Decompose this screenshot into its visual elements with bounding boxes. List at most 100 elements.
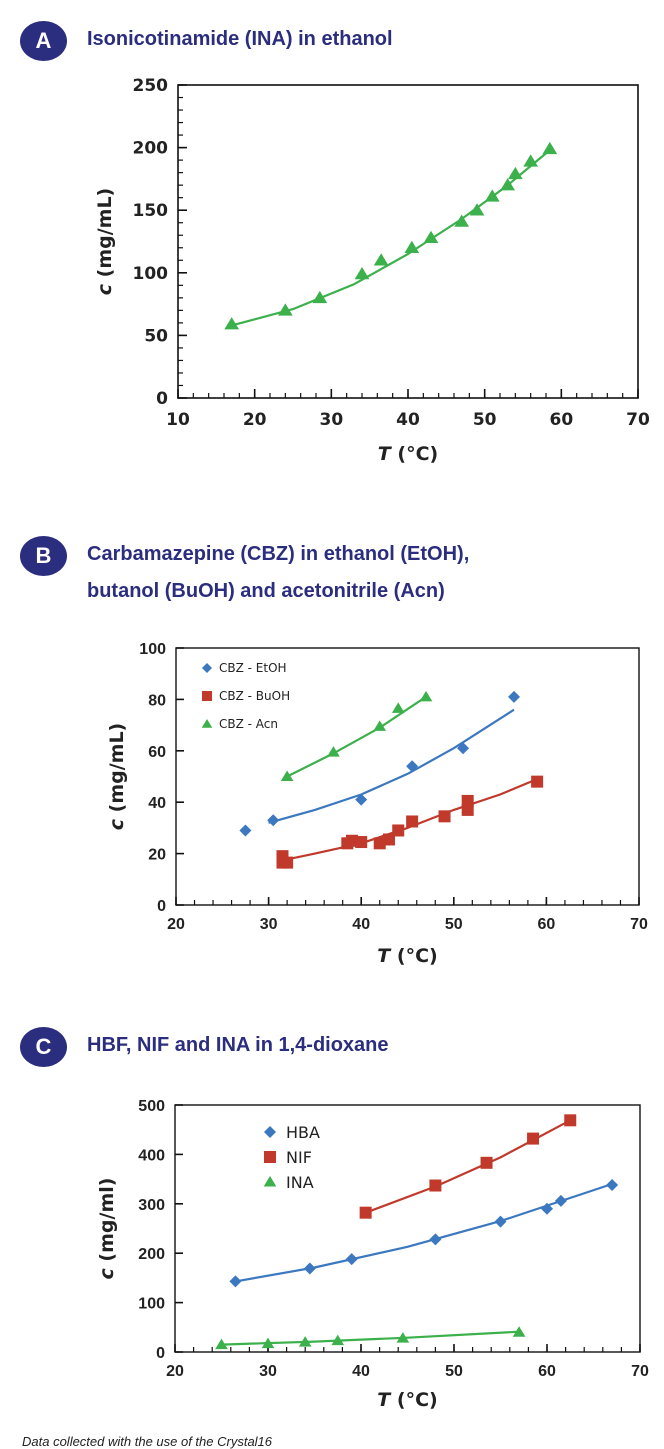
chart-b-y-axis-label: c (mg/mL) bbox=[106, 723, 128, 831]
chart-b-series-cbz-etoh-point bbox=[355, 793, 368, 806]
chart-c-series-nif-point bbox=[429, 1179, 442, 1192]
chart-b-y-tick-label: 60 bbox=[148, 744, 166, 761]
chart-c-x-axis-label: T (°C) bbox=[377, 1389, 437, 1411]
chart-b-series-cbz-acn-point bbox=[280, 770, 294, 781]
chart-b-legend-cbz-acn-marker bbox=[201, 719, 213, 728]
chart-a-y-axis-label: c (mg/mL) bbox=[94, 188, 116, 296]
chart-b-series-cbz-acn-fit-line bbox=[286, 695, 427, 778]
chart-c-x-tick-label: 50 bbox=[445, 1363, 463, 1380]
chart-c-y-tick-label: 100 bbox=[138, 1296, 165, 1313]
chart-c-x-tick-label: 20 bbox=[166, 1363, 184, 1380]
chart-b-legend-cbz-acn-label: CBZ - Acn bbox=[219, 717, 278, 731]
chart-a-series-ina-point bbox=[277, 303, 293, 316]
chart-c-series-ina-point bbox=[261, 1337, 275, 1349]
chart-a-x-tick-label: 30 bbox=[319, 410, 343, 430]
footnote: Data collected with the use of the Cryst… bbox=[22, 1434, 273, 1449]
panel-c-header: C HBF, NIF and INA in 1,4-dioxane bbox=[20, 1027, 389, 1067]
chart-b-series-cbz-etoh-point bbox=[239, 824, 252, 837]
chart-c-series-hba-point bbox=[554, 1194, 567, 1207]
chart-c-series-hba-point bbox=[303, 1262, 316, 1275]
panel-b-title: Carbamazepine (CBZ) in ethanol (EtOH), b… bbox=[87, 536, 469, 610]
chart-c-series-ina-point bbox=[396, 1332, 410, 1343]
chart-a-series-ina-point bbox=[523, 154, 539, 167]
chart-c-series-ina-point bbox=[215, 1338, 228, 1350]
chart-b-series-cbz-acn-point bbox=[373, 720, 387, 731]
chart-c-x-tick-label: 60 bbox=[538, 1363, 556, 1380]
chart-a-series-ina-point bbox=[454, 214, 470, 227]
chart-c-y-tick-label: 200 bbox=[138, 1246, 165, 1263]
chart-c-legend-nif-label: NIF bbox=[286, 1148, 312, 1167]
chart-c-y-tick-label: 400 bbox=[138, 1147, 165, 1164]
chart-b-x-tick-label: 20 bbox=[167, 916, 185, 933]
chart-b-x-tick-label: 60 bbox=[538, 916, 556, 933]
chart-c-y-tick-label: 500 bbox=[138, 1098, 165, 1115]
chart-c-series-ina-point bbox=[298, 1336, 312, 1347]
chart-b-series-cbz-acn-point bbox=[327, 746, 340, 757]
chart-c-series-nif-fit-line bbox=[365, 1119, 571, 1214]
chart-b-series-cbz-buoh-point bbox=[392, 824, 405, 837]
chart-a-series-ina-point bbox=[507, 166, 523, 180]
chart-a-series-ina-point bbox=[312, 290, 328, 304]
chart-b-series-cbz-etoh-point bbox=[267, 814, 280, 827]
chart-c-series-ina-point bbox=[331, 1334, 345, 1346]
chart-c-series-nif-point bbox=[359, 1206, 372, 1219]
chart-b-y-tick-label: 100 bbox=[139, 641, 166, 658]
chart-b-series-cbz-etoh-point bbox=[406, 760, 419, 773]
chart-a-x-tick-label: 10 bbox=[166, 410, 190, 430]
panel-b-title-line-2: butanol (BuOH) and acetonitrile (Acn) bbox=[87, 580, 445, 602]
chart-b-plot-frame bbox=[175, 647, 640, 906]
chart-b-legend-cbz-etoh-marker bbox=[202, 663, 212, 673]
chart-b-x-axis-label: T (°C) bbox=[377, 945, 437, 967]
chart-a-y-tick-label: 50 bbox=[144, 326, 168, 346]
chart-a-series-ina-point bbox=[469, 203, 485, 216]
chart-c-legend-nif-marker bbox=[264, 1151, 276, 1163]
chart-b-series-cbz-etoh-point bbox=[507, 690, 520, 703]
chart-a-series-ina-point bbox=[542, 141, 558, 155]
chart-b-legend-cbz-buoh-label: CBZ - BuOH bbox=[219, 689, 290, 703]
chart-b-series-cbz-acn-point bbox=[419, 690, 433, 702]
chart-b-series-cbz-buoh-point bbox=[531, 775, 544, 788]
chart-b-series-cbz-buoh-fit-line bbox=[277, 778, 538, 863]
panel-b-badge: B bbox=[20, 536, 67, 576]
chart-c-series-nif-point bbox=[527, 1132, 540, 1145]
chart-c-x-tick-label: 70 bbox=[631, 1363, 649, 1380]
chart-b-x-tick-label: 40 bbox=[352, 916, 370, 933]
chart-a-y-tick-label: 150 bbox=[133, 201, 169, 221]
chart-c-series-hba-point bbox=[429, 1233, 442, 1246]
chart-b-series-cbz-etoh-fit-line bbox=[268, 708, 515, 824]
chart-c-series-hba-point bbox=[345, 1253, 358, 1266]
chart-c-series-nif-point bbox=[480, 1156, 493, 1169]
panel-a-badge: A bbox=[20, 21, 67, 61]
panel-b-title-line-1: Carbamazepine (CBZ) in ethanol (EtOH), bbox=[87, 543, 470, 565]
chart-b-y-tick-label: 80 bbox=[148, 692, 166, 709]
chart-b-y-tick-label: 40 bbox=[148, 795, 166, 812]
chart-c-plot-frame bbox=[174, 1104, 641, 1353]
chart-a-x-tick-label: 40 bbox=[396, 410, 420, 430]
chart-c-series-hba-point bbox=[541, 1202, 553, 1215]
chart-c-x-tick-label: 30 bbox=[259, 1363, 277, 1380]
chart-c-legend-hba-marker bbox=[264, 1126, 276, 1138]
chart-c-legend-ina-marker bbox=[263, 1176, 277, 1187]
chart-a-x-axis-label: T (°C) bbox=[378, 443, 438, 465]
chart-a-y-tick-label: 100 bbox=[133, 264, 169, 284]
chart-a-series-ina-point bbox=[500, 178, 516, 191]
chart-c-series-hba-fit-line bbox=[235, 1182, 613, 1283]
chart-b-legend-cbz-etoh-label: CBZ - EtOH bbox=[219, 661, 287, 675]
chart-b-x-tick-label: 50 bbox=[445, 916, 463, 933]
chart-a-series-ina-point bbox=[354, 267, 370, 280]
chart-a-series-ina-point bbox=[404, 240, 420, 254]
chart-c-legend-hba-label: HBA bbox=[286, 1123, 320, 1142]
chart-b-series-cbz-buoh-point bbox=[281, 856, 294, 869]
chart-c-series-hba-point bbox=[229, 1275, 242, 1288]
chart-a-plot-frame bbox=[177, 84, 639, 399]
chart-a-y-tick-label: 250 bbox=[133, 76, 169, 96]
chart-c-series-hba-point bbox=[606, 1179, 619, 1192]
panel-c-title: HBF, NIF and INA in 1,4-dioxane bbox=[87, 1027, 389, 1064]
chart-b-series-cbz-buoh-point bbox=[406, 815, 419, 828]
chart-a-series-ina-fit-line bbox=[231, 149, 551, 327]
chart-c-series-nif-point bbox=[564, 1114, 577, 1127]
chart-a-series-ina-point bbox=[373, 253, 389, 266]
chart-b-y-tick-label: 0 bbox=[157, 898, 166, 915]
chart-a-y-tick-label: 0 bbox=[156, 389, 168, 409]
chart-b-series-cbz-buoh-point bbox=[355, 836, 368, 849]
